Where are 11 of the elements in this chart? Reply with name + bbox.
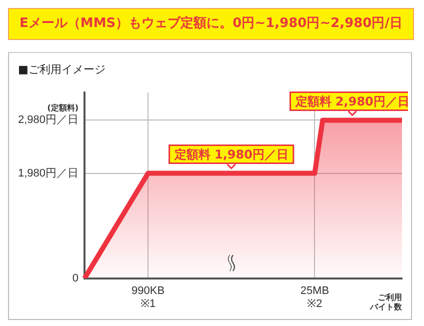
y-axis-title: (定額料) xyxy=(47,102,79,112)
chart-title: Eメール（MMS）もウェブ定額に。0円~1,980円~2,980円/日 xyxy=(8,8,414,40)
annotation: 定額料 2,980円／日 xyxy=(294,94,410,108)
chart-subtitle: ■ご利用イメージ xyxy=(18,62,106,77)
annotation: 定額料 1,980円／日 xyxy=(173,147,288,162)
x-axis-title: ご利用バイト数 xyxy=(369,292,403,312)
y-tick-label: 0 xyxy=(72,272,79,284)
x-tick-label: 25MB ※2 xyxy=(300,285,330,310)
y-tick-label: 2,980円／日 xyxy=(18,114,79,126)
x-tick-label: 990KB ※1 xyxy=(132,285,165,310)
y-tick-label: 1,980円／日 xyxy=(18,167,79,180)
